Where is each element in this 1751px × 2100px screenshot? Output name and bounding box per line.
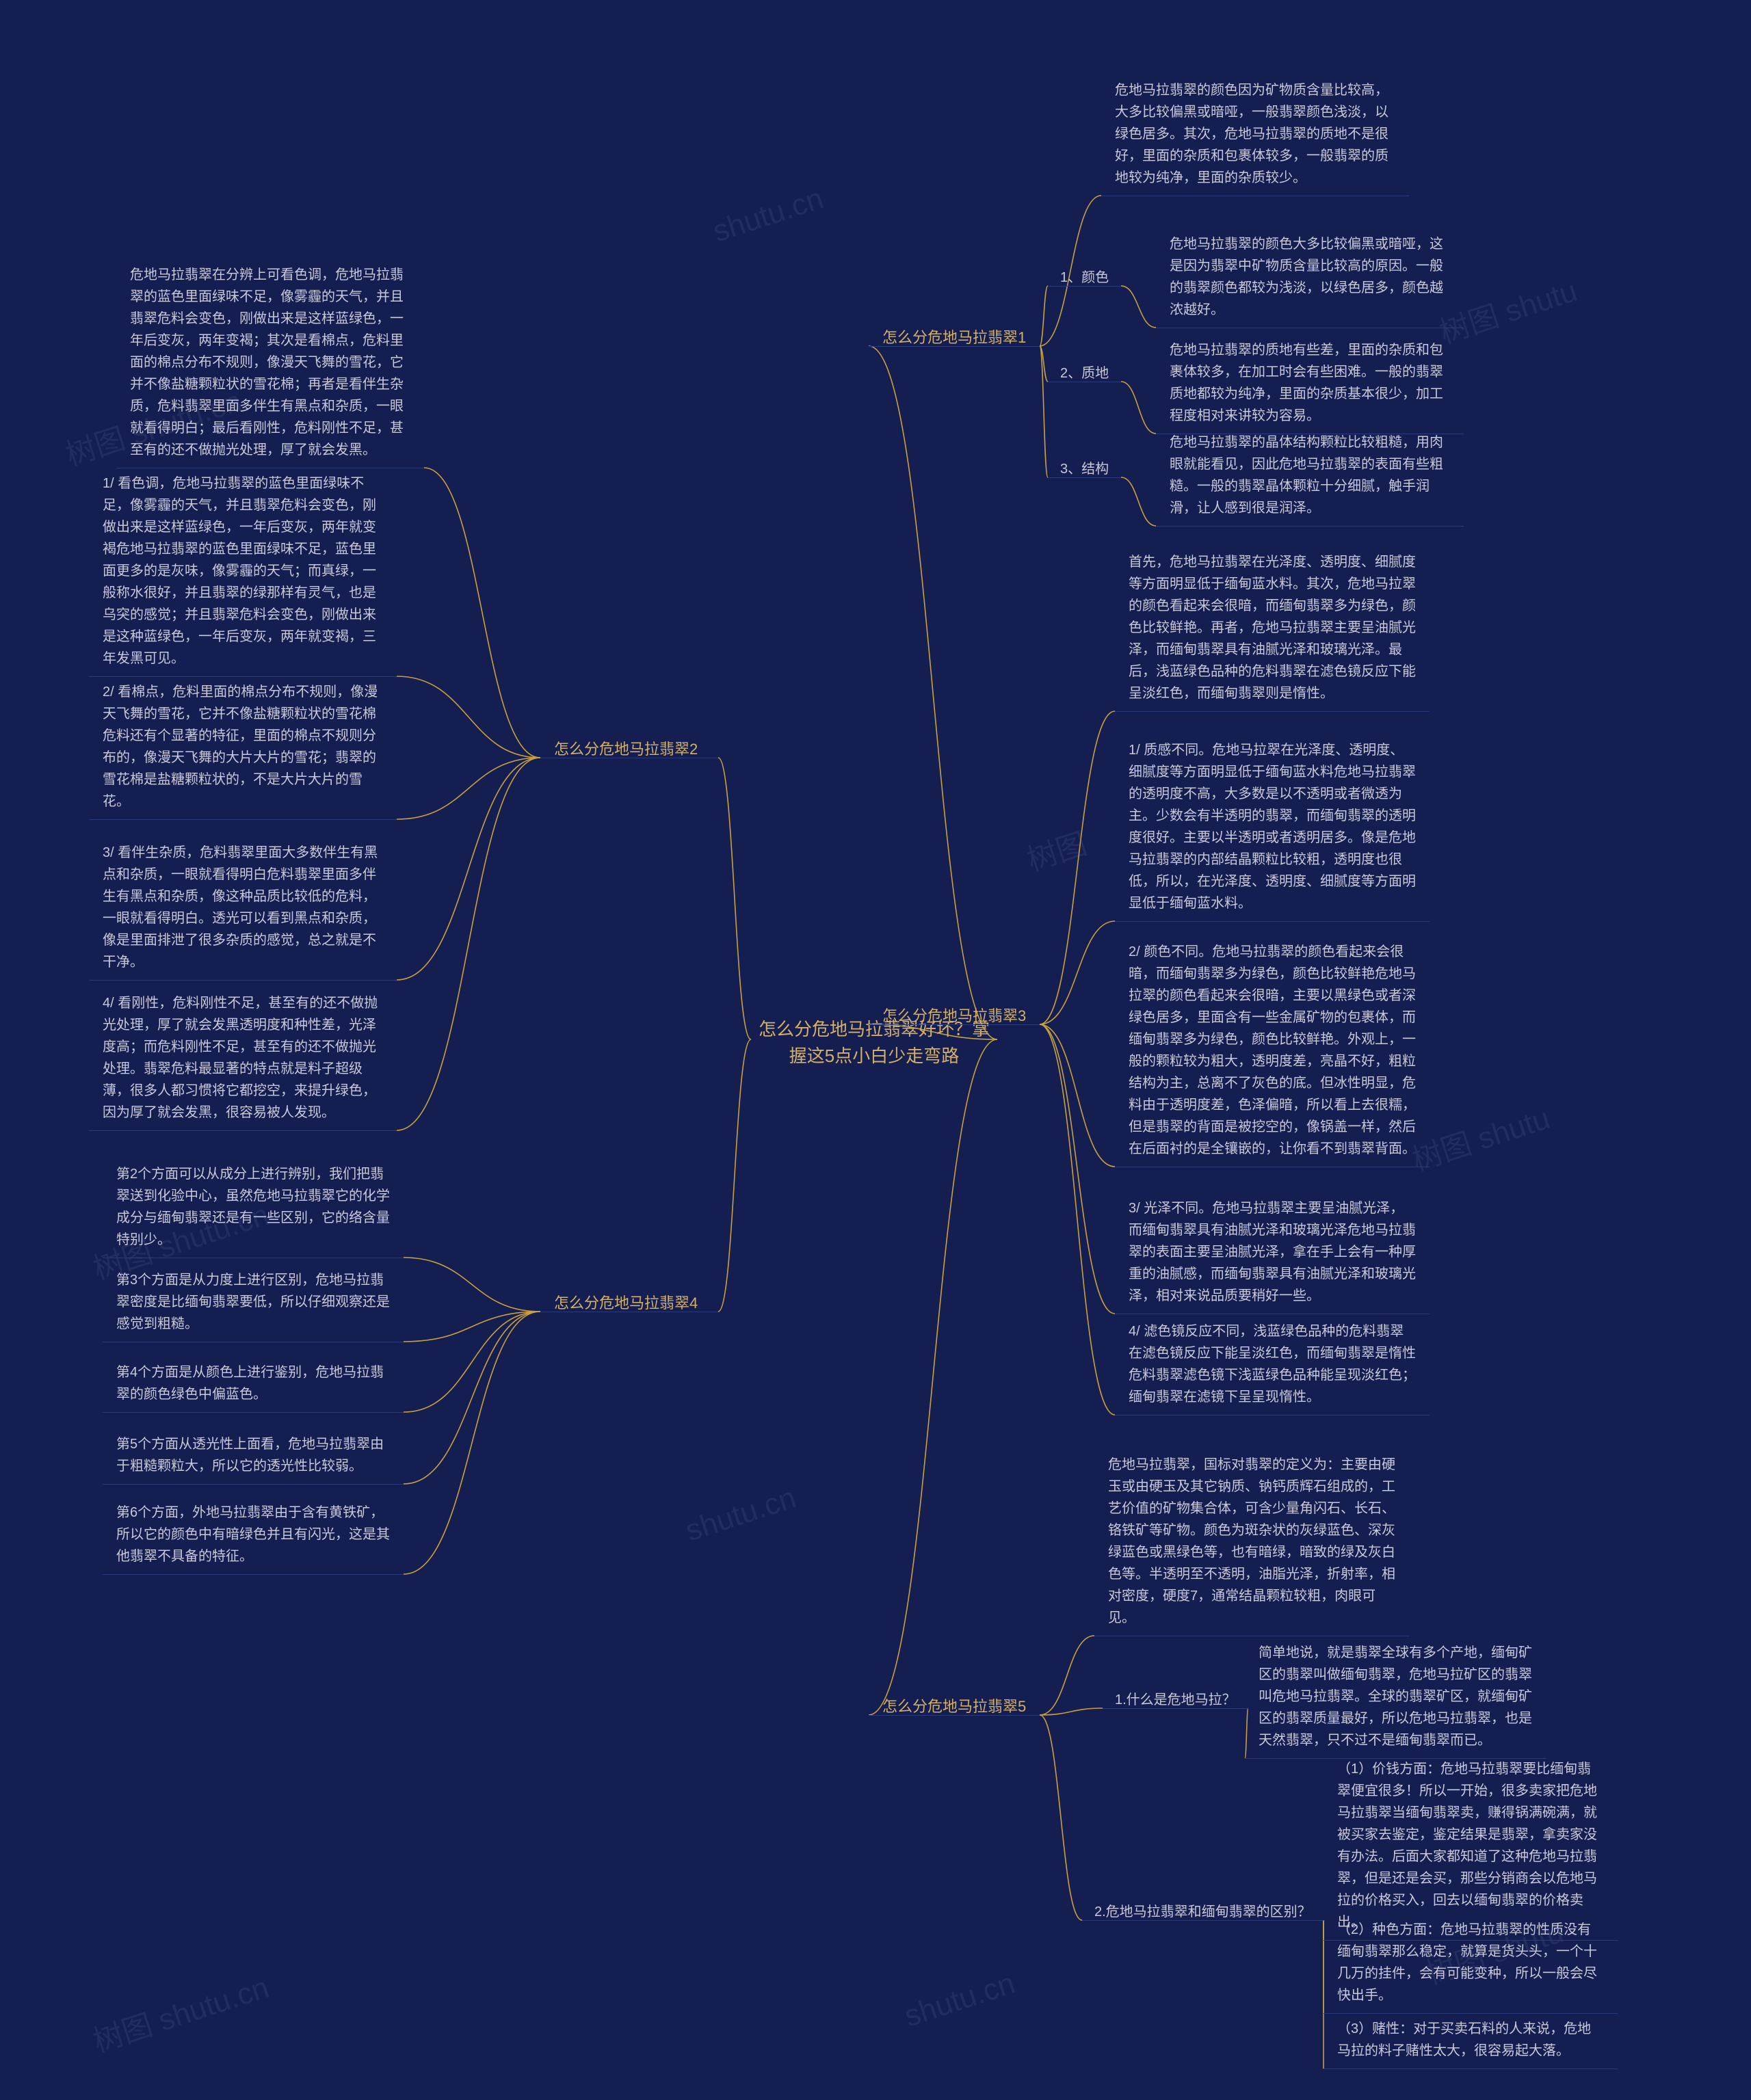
- mindmap-canvas: 树图 shutu.cnshutu.cn树图 shutu树图树图 shutu.cn…: [0, 0, 1751, 2100]
- sub-branch-label: 1.什么是危地马拉？: [1108, 1685, 1243, 1715]
- leaf-node: 1/ 看色调，危地马拉翡翠的蓝色里面绿味不足，像雾霾的天气，并且翡翠危料会变色，…: [96, 468, 390, 674]
- leaf-node: 4/ 看刚性，危料刚性不足，甚至有的还不做抛光处理，厚了就会发黑透明度和种性差，…: [96, 988, 390, 1128]
- sub-branch-label: 2、质地: [1053, 358, 1116, 388]
- watermark: 树图: [1021, 819, 1091, 879]
- watermark: shutu.cn: [709, 182, 828, 250]
- sub-branch-label: 2.危地马拉翡翠和缅甸翡翠的区别？: [1088, 1897, 1318, 1927]
- leaf-node: 危地马拉翡翠的质地有些差，里面的杂质和包裹体较多，在加工时会有些困难。一般的翡翠…: [1163, 335, 1457, 431]
- leaf-node: 3/ 光泽不同。危地马拉翡翠主要呈油腻光泽，而缅甸翡翠具有油腻光泽和玻璃光泽危地…: [1122, 1193, 1423, 1311]
- branch-label: 怎么分危地马拉翡翠2: [547, 733, 705, 765]
- leaf-node: （1）价钱方面：危地马拉翡翠要比缅甸翡翠便宜很多！所以一开始，很多卖家把危地马拉…: [1330, 1754, 1611, 1937]
- leaf-node: 2/ 颜色不同。危地马拉翡翠的颜色看起来会很暗，而缅甸翡翠多为绿色，颜色比较鲜艳…: [1122, 937, 1423, 1164]
- watermark: shutu.cn: [681, 1481, 800, 1549]
- branch-label: 怎么分危地马拉翡翠1: [876, 321, 1033, 354]
- leaf-node: 4/ 滤色镜反应不同，浅蓝绿色品种的危料翡翠在滤色镜反应下能呈淡红色，而缅甸翡翠…: [1122, 1316, 1423, 1412]
- watermark: shutu.cn: [900, 1967, 1019, 2034]
- leaf-node: 第6个方面，外地马拉翡翠由于含有黄铁矿，所以它的颜色中有暗绿色并且有闪光，这是其…: [109, 1498, 397, 1571]
- sub-branch-label: 3、结构: [1053, 454, 1116, 484]
- leaf-node: 危地马拉翡翠在分辨上可看色调，危地马拉翡翠的蓝色里面绿味不足，像雾霾的天气，并且…: [123, 260, 417, 465]
- branch-label: 怎么分危地马拉翡翠4: [547, 1287, 705, 1319]
- leaf-node: 3/ 看伴生杂质，危料翡翠里面大多数伴生有黑点和杂质，一眼就看得明白危料翡翠里面…: [96, 838, 390, 977]
- leaf-node: 危地马拉翡翠的晶体结构颗粒比较粗糙，用肉眼就能看见，因此危地马拉翡翠的表面有些粗…: [1163, 427, 1457, 523]
- leaf-node: 2/ 看棉点，危料里面的棉点分布不规则，像漫天飞舞的雪花，它并不像盐糖颗粒状的雪…: [96, 677, 390, 816]
- watermark: 树图 shutu.cn: [87, 1963, 274, 2060]
- leaf-node: （3）赌性：对于买卖石料的人来说，危地马拉的料子赌性太大，很容易起大落。: [1330, 2014, 1611, 2066]
- leaf-node: 危地马拉翡翠，国标对翡翠的定义为：主要由硬玉或由硬玉及其它钠质、钠钙质辉石组成的…: [1101, 1450, 1402, 1633]
- leaf-node: 危地马拉翡翠的颜色因为矿物质含量比较高，大多比较偏黑或暗哑，一般翡翠颜色浅淡，以…: [1108, 75, 1402, 193]
- branch-label: 怎么分危地马拉翡翠5: [876, 1690, 1033, 1723]
- leaf-node: 首先，危地马拉翡翠在光泽度、透明度、细腻度等方面明显低于缅甸蓝水料。其次，危地马…: [1122, 547, 1423, 708]
- sub-branch-label: 1、颜色: [1053, 263, 1116, 293]
- leaf-node: 第2个方面可以从成分上进行辨别，我们把翡翠送到化验中心，虽然危地马拉翡翠它的化学…: [109, 1159, 397, 1255]
- leaf-node: 危地马拉翡翠的颜色大多比较偏黑或暗哑，这是因为翡翠中矿物质含量比较高的原因。一般…: [1163, 229, 1457, 325]
- leaf-node: 第3个方面是从力度上进行区别，危地马拉翡翠密度是比缅甸翡翠要低，所以仔细观察还是…: [109, 1265, 397, 1339]
- leaf-node: 1/ 质感不同。危地马拉翠在光泽度、透明度、细腻度等方面明显低于缅甸蓝水料危地马…: [1122, 735, 1423, 918]
- leaf-node: 简单地说，就是翡翠全球有多个产地，缅甸矿区的翡翠叫做缅甸翡翠，危地马拉矿区的翡翠…: [1252, 1638, 1539, 1755]
- leaf-node: （2）种色方面：危地马拉翡翠的性质没有缅甸翡翠那么稳定，就算是货头头，一个十几万…: [1330, 1915, 1611, 2010]
- branch-label: 怎么分危地马拉翡翠3: [876, 1000, 1033, 1032]
- leaf-node: 第5个方面从透光性上面看，危地马拉翡翠由于粗糙颗粒大，所以它的透光性比较弱。: [109, 1429, 397, 1481]
- leaf-node: 第4个方面是从颜色上进行鉴别，危地马拉翡翠的颜色绿色中偏蓝色。: [109, 1357, 397, 1409]
